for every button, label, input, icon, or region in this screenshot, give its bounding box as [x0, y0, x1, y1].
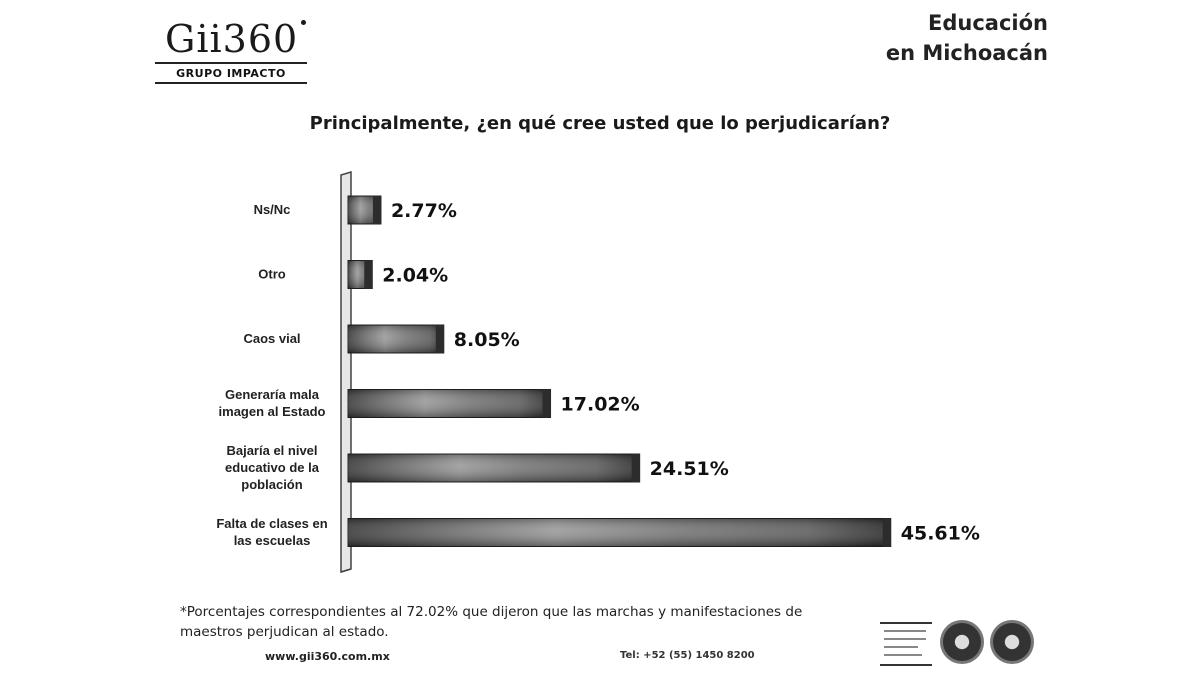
bar-row: 45.61% Falta de clases en las escuelas: [216, 516, 980, 548]
bar-shading: [348, 454, 640, 482]
axis-base: [340, 568, 352, 573]
certification-badges: [880, 618, 1040, 666]
category-label: Otro: [258, 267, 286, 282]
bar-end-cap: [631, 454, 640, 482]
footnote-line1: *Porcentajes correspondientes al 72.02% …: [180, 604, 803, 620]
phone-number: Tel: +52 (55) 1450 8200: [620, 650, 755, 661]
website-url: www.gii360.com.mx: [265, 650, 390, 663]
bar-end-cap: [882, 518, 891, 547]
bar-end-cap: [435, 325, 444, 353]
bar-row: 2.77% Ns/Nc: [254, 195, 457, 225]
category-label-line: Otro: [258, 267, 286, 282]
category-label-line: imagen al Estado: [219, 404, 326, 419]
chart-question: Principalmente, ¿en qué cree usted que l…: [309, 113, 891, 134]
iso-27001-seal-icon: [990, 620, 1034, 664]
footnote: *Porcentajes correspondientes al 72.02% …: [180, 602, 840, 642]
category-label: Generaría mala imagen al Estado: [219, 387, 326, 419]
bar-end-cap: [372, 196, 381, 224]
bar-end-cap: [364, 260, 373, 289]
bar-series: 2.77% Ns/Nc 2.04% Otro 8.05% Caos vial 17.02% G…: [216, 195, 980, 548]
chart-axis: [340, 170, 352, 574]
gii360-logo: Gii360 GRUPO IMPACTO: [155, 6, 315, 84]
bar-shading: [348, 518, 891, 547]
report-title: Educación en Michoacán: [886, 8, 1048, 68]
category-label-line: educativo de la: [225, 460, 320, 475]
bar-shading: [348, 389, 551, 418]
bar-row: 24.51% Bajaría el nivel educativo de la pob…: [225, 443, 729, 492]
category-label: Bajaría el nivel educativo de la población: [225, 443, 320, 492]
bar-value-label: 24.51%: [650, 458, 729, 480]
axis-wall: [340, 170, 352, 574]
certification-text-block: [880, 622, 932, 666]
bar-value-label: 45.61%: [901, 523, 980, 545]
logo-registered-dot: [301, 20, 306, 25]
logo-subtitle: GRUPO IMPACTO: [155, 66, 307, 84]
bar-value-label: 2.04%: [382, 265, 448, 287]
bar-row: 2.04% Otro: [258, 260, 448, 289]
iso-9001-seal-icon: [940, 620, 984, 664]
logo-rule: [155, 62, 307, 64]
category-label: Ns/Nc: [254, 202, 291, 217]
bar-chart: 2.77% Ns/Nc 2.04% Otro 8.05% Caos vial 17.02% G…: [216, 170, 980, 574]
bar-value-label: 8.05%: [454, 329, 520, 351]
footnote-line2: maestros perjudican al estado.: [180, 624, 389, 640]
bar-value-label: 2.77%: [391, 200, 457, 222]
bar-value-label: 17.02%: [561, 394, 640, 416]
category-label-line: Ns/Nc: [254, 202, 291, 217]
category-label-line: Caos vial: [243, 331, 300, 346]
logo-wordmark: Gii360: [165, 17, 299, 61]
bar-row: 8.05% Caos vial: [243, 324, 520, 354]
category-label-line: Generaría mala: [225, 387, 320, 402]
bar-shading: [348, 325, 444, 353]
report-title-line1: Educación: [928, 11, 1048, 35]
category-label-line: Falta de clases en: [216, 516, 327, 531]
bar-row: 17.02% Generaría mala imagen al Estado: [219, 387, 640, 419]
category-label-line: las escuelas: [234, 533, 311, 548]
bar-end-cap: [542, 389, 551, 418]
report-title-line2: en Michoacán: [885, 41, 1048, 65]
category-label: Falta de clases en las escuelas: [216, 516, 327, 548]
category-label-line: población: [241, 477, 302, 492]
category-label-line: Bajaría el nivel: [226, 443, 317, 458]
category-label: Caos vial: [243, 331, 300, 346]
